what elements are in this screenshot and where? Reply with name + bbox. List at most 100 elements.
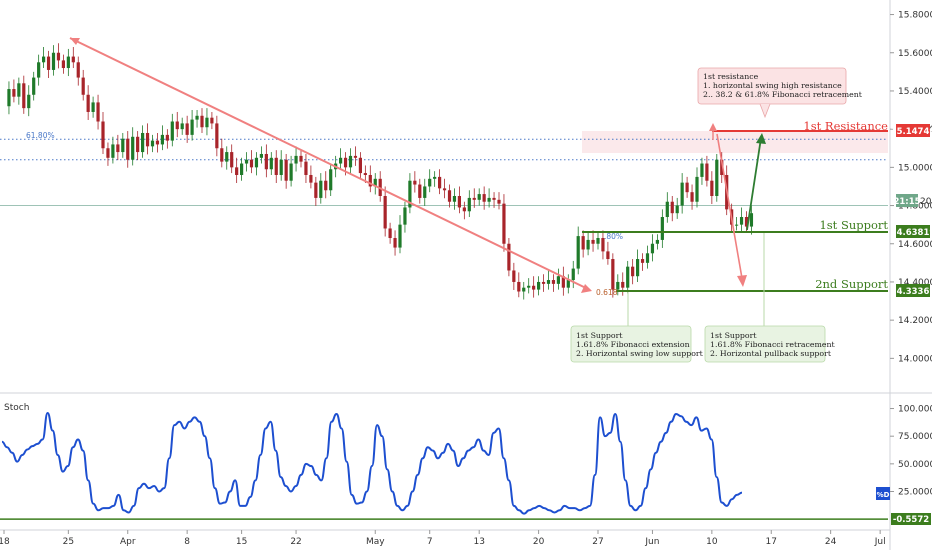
candle-up [695, 176, 699, 202]
time-tick-label: 20 [533, 537, 545, 547]
candle-down [363, 173, 367, 175]
candle-down [145, 132, 150, 147]
candle-up [477, 194, 481, 200]
candle-down [220, 148, 224, 162]
candle-down [56, 52, 61, 61]
price-axis[interactable]: 15.8000015.6000015.4000015.2000015.00000… [890, 11, 932, 365]
support-note-1-line-1: 1st Support [576, 331, 623, 340]
candle-up [571, 268, 575, 281]
resistance-note-line-1: 1st resistance [703, 72, 759, 81]
candle-down [12, 89, 16, 97]
candle-up [715, 159, 719, 196]
candle-down [215, 123, 219, 149]
candle-down [710, 180, 714, 196]
candle-down [497, 199, 501, 204]
candle-down [155, 140, 160, 145]
candle-up [616, 281, 620, 290]
candle-down [611, 259, 615, 290]
stoch-d-line [1, 411, 743, 515]
candle-up [279, 159, 283, 175]
time-tick-label: 25 [63, 537, 74, 547]
time-tick-label: 22 [290, 537, 301, 547]
candle-up [289, 163, 293, 181]
candle-up [195, 115, 199, 120]
candle-down [472, 197, 476, 200]
stoch-d-tag: %D [876, 487, 890, 500]
candle-down [200, 115, 204, 128]
candle-up [111, 144, 115, 158]
candle-up [428, 178, 432, 187]
candle-up [660, 217, 664, 240]
support-1-price-tag: 14.63819 [891, 225, 932, 238]
candle-up [655, 239, 659, 244]
candle-down [106, 148, 110, 158]
candle-down [606, 251, 610, 260]
candle-down [393, 238, 397, 248]
time-axis[interactable]: 18 25 Apr 8 15 22 May 7 13 20 27 Jun 10 17 24 Jul [0, 530, 886, 547]
candle-up [51, 52, 56, 70]
candle-down [71, 56, 75, 63]
stoch-tick-label: 50.0000 [898, 460, 932, 470]
candle-down [670, 201, 674, 214]
candle-down [438, 176, 442, 189]
candle-up [121, 138, 125, 153]
time-tick-label: 17 [766, 537, 777, 547]
candle-down [309, 174, 313, 183]
candle-down [284, 159, 288, 181]
candle-down [383, 196, 387, 229]
candle-up [452, 196, 457, 202]
price-tick-label: 15.80000 [898, 11, 932, 21]
candle-down [457, 196, 461, 208]
candle-up [749, 213, 754, 227]
price-tick-label: 14.60000 [898, 240, 932, 250]
candle-down [314, 182, 318, 198]
stoch-title: Stoch [4, 403, 29, 413]
fib-80-label: .80% [604, 232, 623, 241]
candle-up [586, 239, 590, 250]
candle-up [170, 121, 174, 141]
candle-up [269, 157, 273, 170]
stoch-axis: 100.0000 75.0000 50.0000 25.0000 [890, 405, 932, 497]
support-note-1-line-2: 1.61.8% Fibonacci extension [576, 340, 690, 349]
time-tick-label: 10 [706, 537, 718, 547]
bearish-projection-arrow [709, 123, 747, 287]
price-tick-label: 14.20000 [898, 316, 932, 326]
candle-down [705, 163, 709, 181]
candle-up [423, 186, 427, 198]
candle-down [581, 236, 585, 250]
candle-down [165, 134, 169, 141]
candle-down [462, 207, 466, 212]
candle-down [210, 117, 214, 124]
candle-down [551, 280, 556, 284]
candle-up [546, 280, 551, 284]
candle-down [343, 157, 348, 168]
candle-down [532, 285, 536, 290]
stoch-tick-label: 100.0000 [898, 405, 932, 415]
candle-down [512, 270, 516, 282]
candle-down [418, 184, 422, 198]
candle-down [324, 180, 328, 191]
candle-up [180, 123, 184, 130]
candle-up [348, 155, 353, 168]
resistance-price-tag-text: 15.14749 [891, 127, 932, 137]
candle-down [442, 188, 447, 191]
candle-down [96, 102, 100, 122]
candle-down [685, 182, 689, 193]
price-tick-label: 15.40000 [898, 87, 932, 97]
candle-up [739, 217, 744, 225]
time-tick-label: 27 [592, 537, 603, 547]
candle-down [482, 194, 486, 202]
candle-up [636, 259, 640, 277]
time-tick-label: Apr [120, 537, 136, 547]
candle-up [408, 180, 412, 208]
fib-618-label: 61.80% [26, 131, 55, 140]
candle-down [22, 83, 26, 109]
price-tick-label: 15.60000 [898, 49, 932, 59]
candle-up [17, 83, 21, 97]
current-time-tag-text: 21:15 [893, 197, 920, 207]
candle-down [175, 121, 179, 130]
candle-up [240, 163, 244, 175]
candle-down [631, 266, 635, 277]
candle-up [339, 157, 343, 164]
candle-up [626, 266, 630, 288]
